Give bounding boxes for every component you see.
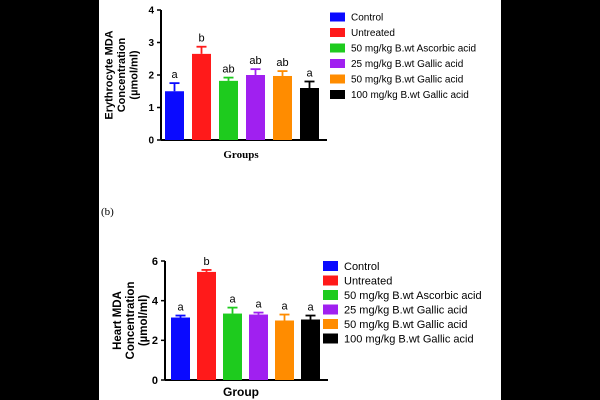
bar-5 xyxy=(273,75,292,140)
legend-label-2: Untreated xyxy=(344,275,392,287)
bar-1 xyxy=(165,91,184,140)
y-tick-label: 6 xyxy=(152,256,158,268)
legend-swatch-5 xyxy=(323,319,338,329)
x-axis-label: Group xyxy=(223,385,259,399)
legend-swatch-3 xyxy=(323,290,338,300)
significance-label-4: a xyxy=(255,299,262,311)
significance-label-5: ab xyxy=(276,57,288,69)
bar-5 xyxy=(275,320,294,380)
bar-6 xyxy=(300,88,319,140)
x-axis-label: Groups xyxy=(223,149,259,161)
bar-3 xyxy=(223,313,242,380)
significance-label-2: b xyxy=(198,33,204,45)
y-tick-label: 2 xyxy=(148,71,154,82)
legend-swatch-4 xyxy=(330,59,345,68)
significance-label-2: b xyxy=(203,256,209,268)
bar-4 xyxy=(249,314,268,380)
y-tick-label: 4 xyxy=(152,296,159,308)
bar-2 xyxy=(192,53,211,140)
legend-label-6: 100 mg/kg B.wt Gallic acid xyxy=(344,333,474,345)
figure-canvas: (b) 0 1 2 3 4 a b ab ab ab a Erythrocyte MDAConcent… xyxy=(99,0,501,400)
legend-swatch-1 xyxy=(323,261,338,271)
legend-label-1: Control xyxy=(344,261,379,273)
legend-label-5: 50 mg/kg B.wt Gallic acid xyxy=(351,75,463,86)
legend-swatch-4 xyxy=(323,304,338,315)
heart-mda-chart: 0 2 4 6 a b a a a a Heart MDAConcentration(µmol/ml… xyxy=(112,256,482,399)
y-tick-label: 0 xyxy=(148,136,154,147)
significance-label-3: a xyxy=(229,294,236,306)
legend-label-3: 50 mg/kg B.wt Ascorbic acid xyxy=(351,44,476,55)
significance-label-1: a xyxy=(171,69,178,81)
legend-swatch-6 xyxy=(323,333,338,344)
panel-b-label: (b) xyxy=(101,206,114,218)
bar-4 xyxy=(246,75,265,140)
y-tick-label: 0 xyxy=(152,375,158,387)
legend-swatch-2 xyxy=(330,28,345,37)
legend-swatch-2 xyxy=(323,275,338,286)
legend-label-4: 25 mg/kg B.wt Gallic acid xyxy=(351,59,463,70)
legend-label-3: 50 mg/kg B.wt Ascorbic acid xyxy=(344,290,482,302)
y-axis-label: Erythrocyte MDAConcentration(µmol/ml) xyxy=(104,30,141,119)
legend-label-2: Untreated xyxy=(351,28,395,39)
significance-label-1: a xyxy=(177,302,184,314)
bar-2 xyxy=(197,271,216,380)
legend-label-1: Control xyxy=(351,13,383,24)
significance-label-6: a xyxy=(306,68,313,80)
legend-swatch-1 xyxy=(330,12,345,22)
y-axis-label: Heart MDAConcentration(µmol/ml) xyxy=(112,282,150,360)
bar-3 xyxy=(219,80,238,140)
significance-label-3: ab xyxy=(222,64,234,76)
y-tick-label: 2 xyxy=(152,335,158,347)
bar-6 xyxy=(301,319,320,380)
legend-swatch-5 xyxy=(330,74,345,84)
legend-swatch-6 xyxy=(330,90,345,99)
legend-label-6: 100 mg/kg B.wt Gallic acid xyxy=(351,90,469,101)
bar-1 xyxy=(171,317,190,380)
y-tick-label: 3 xyxy=(148,38,154,49)
legend-swatch-3 xyxy=(330,43,345,53)
legend-label-5: 50 mg/kg B.wt Gallic acid xyxy=(344,319,468,331)
significance-label-5: a xyxy=(281,301,288,313)
legend-label-4: 25 mg/kg B.wt Gallic acid xyxy=(344,304,468,316)
y-tick-label: 1 xyxy=(148,103,154,114)
significance-label-6: a xyxy=(307,302,314,314)
y-tick-label: 4 xyxy=(148,6,154,17)
significance-label-4: ab xyxy=(249,55,261,67)
